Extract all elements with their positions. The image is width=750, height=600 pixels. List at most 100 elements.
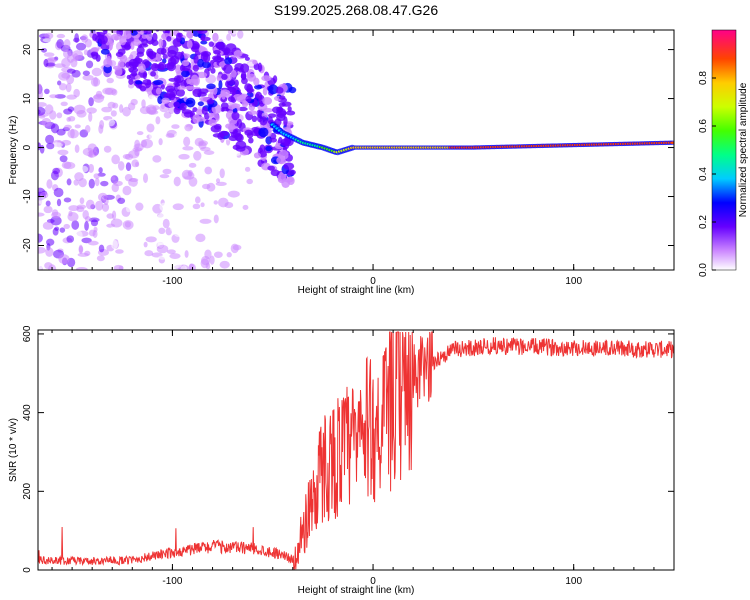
spectrogram-blob [134, 148, 140, 157]
spectrogram-blob [200, 177, 209, 186]
spectrogram-blob [186, 40, 193, 49]
spectrogram-blob [200, 258, 210, 269]
spectrogram-blob [192, 203, 201, 210]
spectrogram-blob [134, 74, 141, 80]
colorbar-tick-label: 0.8 [698, 71, 709, 85]
spectrogram-blob [207, 93, 214, 98]
spectrogram-blob [165, 85, 176, 93]
spectrogram-blob [248, 137, 254, 144]
spectrogram-blob [141, 99, 146, 109]
spectrogram-blob [105, 16, 112, 24]
spectrogram-blob [84, 221, 89, 231]
spectrogram-blob [278, 102, 286, 107]
spectrogram-blob [54, 94, 66, 99]
spectrogram-blob [117, 197, 126, 204]
spectrogram-blob [186, 78, 192, 85]
spectrogram-blob [178, 153, 190, 160]
spectrogram-blob [201, 106, 208, 115]
spectrogram-blob [100, 13, 109, 22]
spectrogram-blob [99, 17, 105, 21]
spectrogram-blob [169, 21, 176, 30]
spectrogram-blob [102, 7, 107, 17]
spectrogram-blob [194, 24, 202, 29]
spectrogram-blob [117, 60, 125, 69]
spectrogram-blob [110, 110, 117, 117]
spectrogram-blob [117, 0, 124, 3]
spectrogram-blob [142, 72, 147, 80]
spectrogram-blob [135, 161, 140, 167]
spectrogram-blob [167, 49, 177, 58]
spectrogram-blob [46, 142, 55, 150]
spectrogram-blob [136, 51, 145, 57]
spectrogram-blob [94, 177, 100, 187]
spectrogram-blob [152, 79, 164, 85]
spectrogram-blob [175, 32, 182, 43]
spectrogram-blob [73, 37, 80, 43]
spectrogram-blob [152, 155, 162, 163]
spectrogram-blob [253, 77, 260, 86]
spectrogram-blob [150, 2, 159, 8]
spectrogram-blob [126, 33, 132, 39]
spectrogram-blob [88, 7, 98, 14]
spectrogram-blob [244, 166, 251, 172]
spectrogram-blob [159, 5, 166, 12]
spectrogram-blob [149, 51, 154, 60]
spectrogram-blob [200, 202, 205, 208]
spectrogram-blob [225, 123, 233, 129]
spectrogram-blob [147, 257, 153, 268]
spectrogram-blob [100, 48, 110, 55]
spectrogram-blob [117, 161, 125, 171]
spectrogram-blob [209, 191, 222, 198]
spectrogram-blob [93, 150, 98, 157]
spectrogram-blob [200, 146, 211, 152]
spectrogram-blob [163, 111, 172, 119]
spectrogram-blob [103, 30, 108, 35]
spectrogram-blob [155, 52, 162, 62]
spectrogram-blob [134, 139, 140, 149]
spectrogram-blob [264, 48, 273, 56]
spectrogram-blob [221, 90, 226, 100]
spectrogram-blob [207, 234, 219, 241]
spectrogram-blob [244, 56, 250, 61]
spectrogram-blob [49, 94, 58, 99]
spectrogram-blob [135, 7, 142, 12]
spectrogram-blob [95, 54, 101, 62]
spectrogram-blob [88, 178, 95, 189]
spectrogram-blob [135, 202, 144, 211]
spectrogram-xlabel: Height of straight line (km) [298, 285, 415, 296]
spectrogram-blob [76, 109, 87, 118]
spectrogram-blob [137, 63, 146, 73]
spectrogram-blob [85, 199, 95, 210]
spectrogram-blob [188, 240, 194, 249]
spectrogram-blob [251, 120, 261, 127]
colorbar-tick-label: 0.4 [698, 167, 709, 181]
spectrogram-blob [195, 174, 205, 179]
spectrogram-blob [228, 96, 235, 103]
spectrogram-blob [138, 83, 143, 89]
spectrogram-blob [208, 112, 214, 117]
spectrogram-blob [270, 169, 280, 177]
spectrogram-blob [38, 195, 46, 205]
spectrogram-blob [177, 85, 186, 91]
spectrogram-blob [101, 203, 110, 212]
spectrogram-blob [162, 54, 168, 60]
spectrogram-blob [244, 129, 254, 136]
spectrogram-blob [244, 83, 253, 91]
spectrogram-blob [213, 214, 219, 224]
spectrogram-blob [265, 242, 273, 250]
spectrogram-blob [180, 20, 184, 26]
spectrogram-blob [173, 19, 181, 26]
spectrogram-blob [41, 117, 52, 127]
spectrogram-blob [239, 262, 251, 270]
spectrogram-blob [176, 19, 183, 25]
spectrogram-blob [252, 59, 258, 65]
spectrogram-blob [140, 16, 146, 22]
spectrogram-blob [51, 211, 62, 219]
spectrogram-blob [52, 167, 60, 175]
spectrogram-blob [127, 102, 136, 111]
spectrogram-blob [219, 168, 225, 179]
spectrogram-blob [73, 179, 79, 186]
spectrogram-blob [217, 223, 227, 233]
spectrogram-blob [66, 53, 75, 63]
spectrogram-blob [75, 267, 88, 270]
